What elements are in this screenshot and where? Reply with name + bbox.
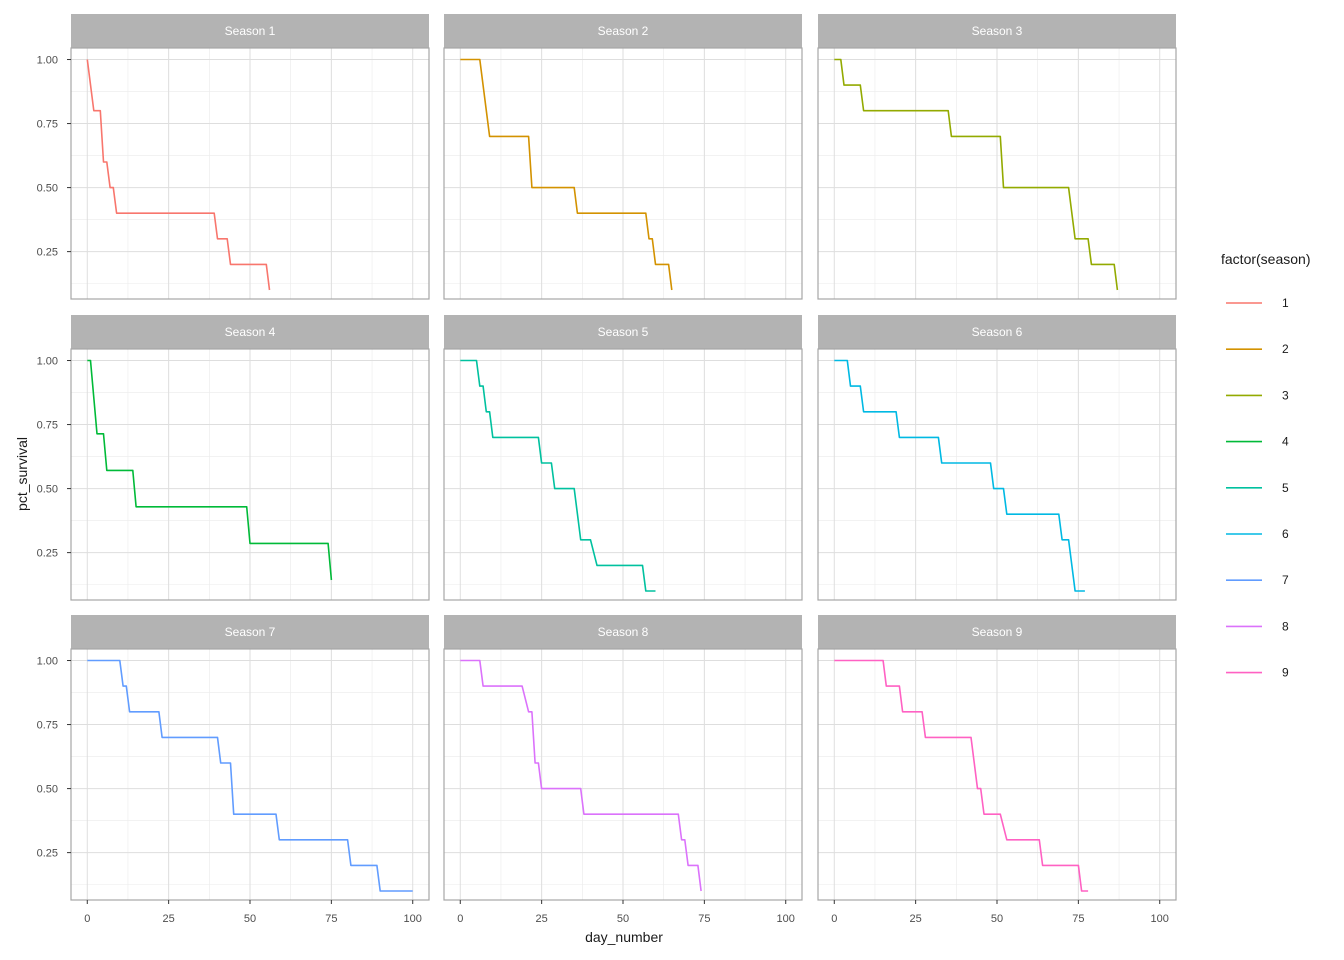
survival-series-line [87, 359, 333, 581]
x-tick-label: 100 [404, 913, 422, 925]
survival-series-line [834, 659, 1089, 892]
facet-panel: Season 6 [817, 315, 1177, 601]
facet-strip [818, 14, 1176, 48]
y-tick-labels: 0.25 0.50 0.75 1.00 0.25 0.50 0.75 1.00 0.25 0.50… [37, 55, 71, 860]
legend-item: 8 [1226, 619, 1289, 633]
facet-strip [444, 315, 802, 349]
survival-series-line [87, 659, 413, 892]
x-tick-label: 50 [244, 913, 256, 925]
facet-panel: Season 8 [443, 615, 803, 901]
facet-panel: Season 2 [443, 14, 803, 300]
legend-label: 8 [1282, 619, 1289, 633]
x-tick-label: 75 [698, 913, 710, 925]
y-axis-title: pct_survival [14, 437, 30, 511]
facet-panel: Season 7 [70, 615, 430, 901]
x-tick-label: 0 [831, 913, 837, 925]
legend-label: 7 [1282, 573, 1289, 587]
x-tick-label: 75 [325, 913, 337, 925]
facet-strip-label: Season 8 [598, 625, 649, 639]
facet-strip [71, 315, 429, 349]
y-tick-label: 1.00 [37, 356, 58, 368]
facet-strip-label: Season 9 [972, 625, 1023, 639]
y-tick-label: 0.75 [37, 119, 58, 131]
y-tick-label: 1.00 [37, 55, 58, 67]
x-tick-label: 50 [991, 913, 1003, 925]
legend-label: 9 [1282, 666, 1289, 680]
facet-panel: Season 9 [817, 615, 1177, 901]
facet-strip [71, 615, 429, 649]
legend-items: 1 2 3 4 5 6 7 8 9 [1226, 296, 1289, 680]
survival-series-line [460, 359, 656, 592]
survival-series-line [460, 58, 673, 291]
y-tick-label: 0.50 [37, 484, 58, 496]
facet-strip-label: Season 3 [972, 24, 1023, 38]
survival-series-line [86, 59, 271, 291]
legend-item: 6 [1226, 527, 1289, 541]
y-tick-label: 1.00 [37, 656, 58, 668]
facet-panel: Season 3 [817, 14, 1177, 300]
legend-item: 3 [1226, 388, 1289, 402]
legend-label: 6 [1282, 527, 1289, 541]
facet-panels: Season 1 Season 2 Season 3 Season 4 Season 5… [70, 14, 1177, 901]
x-tick-label: 0 [84, 913, 90, 925]
legend-label: 3 [1282, 388, 1289, 402]
legend-item: 7 [1226, 573, 1289, 587]
legend-label: 4 [1282, 435, 1289, 449]
facet-strip [444, 615, 802, 649]
survival-series-line [834, 359, 1085, 592]
panel-border [817, 47, 1177, 300]
x-tick-label: 25 [910, 913, 922, 925]
facet-strip [818, 315, 1176, 349]
y-tick-label: 0.75 [37, 420, 58, 432]
panel-border [443, 47, 803, 300]
legend-label: 5 [1282, 481, 1289, 495]
facet-strip [444, 14, 802, 48]
panel-border [443, 348, 803, 601]
legend-item: 4 [1226, 435, 1289, 449]
y-tick-label: 0.50 [37, 183, 58, 195]
legend-item: 1 [1226, 296, 1289, 310]
survival-series-line [460, 659, 702, 892]
x-tick-label: 100 [1151, 913, 1169, 925]
x-tick-label: 0 [457, 913, 463, 925]
facet-strip [818, 615, 1176, 649]
x-tick-label: 25 [536, 913, 548, 925]
legend-label: 1 [1282, 296, 1289, 310]
facet-strip [71, 14, 429, 48]
facet-panel: Season 4 [70, 315, 430, 601]
panel-border [70, 47, 430, 300]
facet-strip-label: Season 2 [598, 24, 649, 38]
facet-strip-label: Season 6 [972, 325, 1023, 339]
y-tick-label: 0.25 [37, 247, 58, 259]
facet-panel: Season 1 [70, 14, 430, 300]
legend-item: 2 [1226, 342, 1289, 356]
facet-strip-label: Season 5 [598, 325, 649, 339]
y-tick-label: 0.50 [37, 784, 58, 796]
y-tick-label: 0.75 [37, 720, 58, 732]
x-tick-label: 100 [777, 913, 795, 925]
legend-label: 2 [1282, 342, 1289, 356]
x-tick-labels: 0 25 50 75 100 0 25 50 75 100 0 25 50 75 100 [84, 900, 1169, 925]
y-tick-label: 0.25 [37, 548, 58, 560]
x-tick-label: 75 [1072, 913, 1084, 925]
x-tick-label: 25 [163, 913, 175, 925]
facet-strip-label: Season 7 [225, 625, 276, 639]
facet-panel: Season 5 [443, 315, 803, 601]
x-axis-title: day_number [585, 929, 663, 945]
y-tick-label: 0.25 [37, 848, 58, 860]
facet-strip-label: Season 1 [225, 24, 276, 38]
legend-item: 5 [1226, 481, 1289, 495]
panel-border [817, 348, 1177, 601]
facet-strip-label: Season 4 [225, 325, 276, 339]
survival-series-line [834, 58, 1119, 291]
legend-title: factor(season) [1221, 251, 1310, 267]
panel-border [70, 348, 430, 601]
x-tick-label: 50 [617, 913, 629, 925]
legend-item: 9 [1226, 666, 1289, 680]
legend: factor(season) 1 2 3 4 5 6 7 8 9 [1221, 251, 1310, 680]
